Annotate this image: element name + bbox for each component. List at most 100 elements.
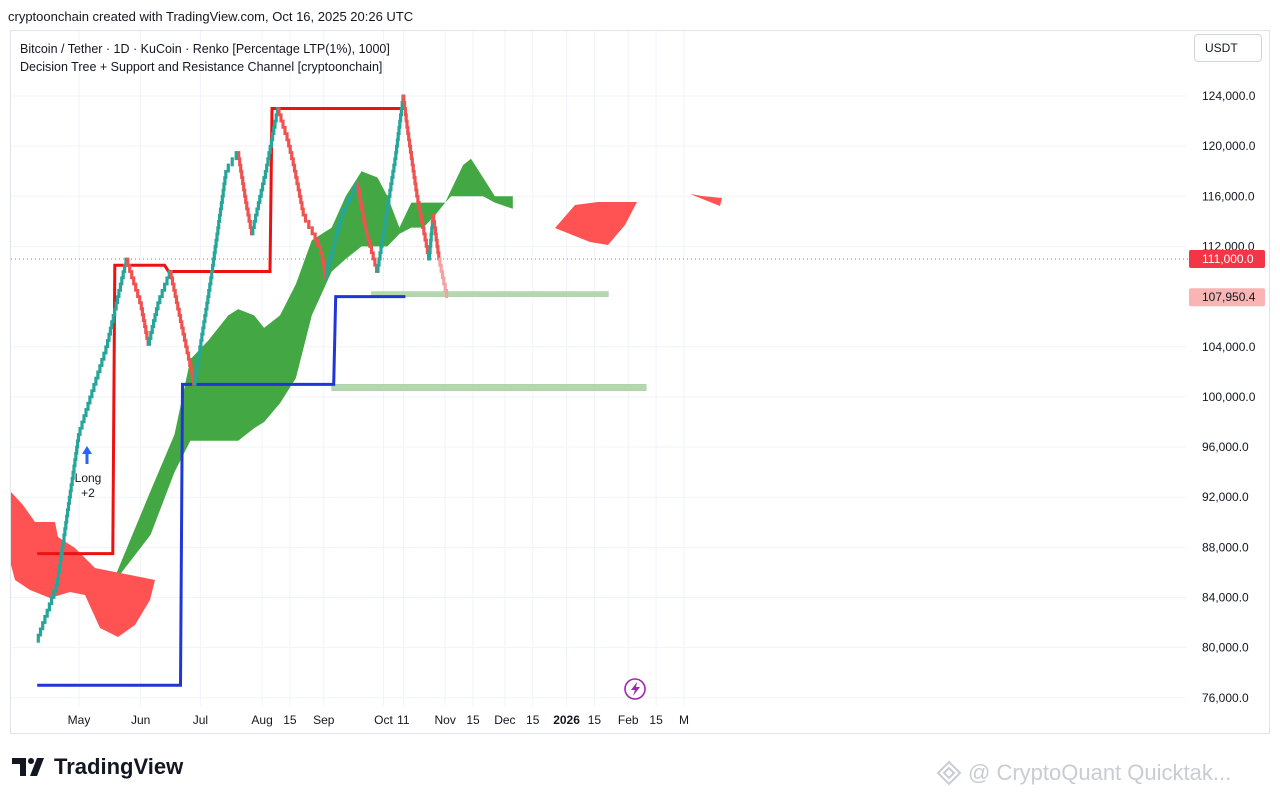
x-tick-label: Dec: [494, 713, 515, 727]
renko-brick: [222, 182, 226, 192]
renko-brick: [351, 188, 355, 198]
renko-brick: [128, 263, 132, 273]
renko-brick: [199, 339, 203, 349]
long-signal-label: Long: [75, 471, 102, 485]
renko-brick: [43, 614, 47, 624]
cloud-green: [116, 158, 513, 579]
tradingview-logo[interactable]: TradingView: [12, 754, 183, 780]
renko-brick: [384, 213, 388, 223]
renko-brick: [144, 325, 148, 334]
tradingview-logo-icon: [12, 758, 44, 776]
renko-brick: [377, 257, 381, 267]
renko-brick: [291, 157, 295, 167]
renko-brick: [110, 320, 114, 330]
renko-brick: [230, 157, 234, 167]
renko-brick: [74, 452, 78, 461]
renko-brick: [172, 282, 176, 292]
renko-brick: [88, 395, 92, 405]
renko-brick: [61, 539, 65, 549]
renko-brick: [437, 251, 441, 261]
renko-brick: [403, 100, 407, 110]
renko-brick: [57, 564, 61, 574]
renko-brick: [239, 163, 243, 173]
y-tick-label: 88,000.0: [1202, 540, 1249, 554]
renko-brick: [321, 257, 325, 267]
renko-brick: [124, 257, 128, 267]
y-tick-label: 104,000.0: [1202, 340, 1256, 354]
renko-brick: [246, 207, 250, 217]
y-tick-label: 116,000.0: [1202, 189, 1255, 203]
renko-brick: [273, 119, 277, 129]
renko-brick: [258, 194, 262, 204]
renko-brick: [213, 245, 217, 255]
renko-brick: [214, 238, 218, 248]
renko-brick: [399, 113, 403, 123]
renko-brick: [102, 351, 106, 361]
renko-brick: [259, 188, 263, 198]
sr-zone: [331, 384, 647, 391]
renko-brick: [411, 163, 415, 173]
renko-brick: [398, 119, 402, 129]
symbol-title: Bitcoin / Tether · 1D · KuCoin · Renko […: [20, 42, 390, 56]
renko-brick: [387, 194, 391, 204]
renko-brick: [272, 126, 276, 135]
renko-brick: [393, 157, 397, 167]
renko-brick: [174, 295, 179, 305]
renko-brick: [392, 163, 396, 173]
cloud-red: [555, 202, 637, 245]
currency-button[interactable]: USDT: [1194, 34, 1262, 62]
renko-brick: [438, 257, 442, 267]
renko-brick: [419, 213, 424, 223]
renko-brick: [136, 289, 140, 298]
renko-brick: [277, 107, 281, 117]
renko-brick: [111, 314, 115, 323]
renko-brick: [186, 351, 191, 361]
renko-brick: [72, 464, 76, 474]
renko-brick: [160, 289, 164, 298]
renko-brick: [167, 270, 171, 280]
renko-brick: [389, 182, 393, 192]
renko-brick: [410, 157, 414, 167]
renko-brick: [331, 245, 335, 255]
renko-brick: [75, 445, 79, 455]
renko-brick: [443, 282, 447, 292]
renko-brick: [221, 188, 225, 198]
renko-brick: [218, 207, 223, 217]
renko-brick: [382, 226, 386, 236]
renko-brick: [205, 301, 209, 311]
renko-brick: [143, 319, 147, 329]
renko-brick: [200, 332, 204, 342]
renko-brick: [202, 320, 206, 330]
last-price-label-bg: [1189, 249, 1265, 268]
renko-brick: [84, 408, 88, 418]
renko-brick: [189, 364, 193, 374]
renko-brick: [417, 201, 421, 211]
renko-brick: [208, 282, 212, 292]
renko-brick: [400, 100, 404, 110]
renko-brick: [444, 289, 449, 298]
cryptoquant-icon: [936, 760, 962, 786]
renko-brick: [428, 245, 432, 255]
x-tick-label: 2026: [553, 713, 580, 727]
secondary-price-label: 107,950.4: [1202, 290, 1256, 304]
renko-brick: [70, 477, 74, 486]
renko-brick: [310, 226, 314, 236]
renko-brick: [348, 194, 352, 204]
flash-icon: [624, 678, 646, 700]
renko-brick: [64, 520, 68, 530]
y-tick-label: 84,000.0: [1202, 591, 1249, 605]
renko-brick: [329, 251, 333, 261]
renko-brick: [366, 232, 370, 242]
renko-brick: [141, 313, 146, 323]
renko-brick: [362, 213, 366, 223]
renko-brick: [421, 220, 425, 229]
renko-brick: [373, 257, 377, 267]
renko-brick: [409, 151, 413, 161]
renko-brick: [396, 132, 400, 142]
renko-brick: [267, 151, 271, 161]
renko-brick: [180, 320, 184, 330]
renko-brick: [334, 232, 338, 242]
renko-brick: [224, 169, 228, 179]
renko-brick: [406, 126, 410, 135]
